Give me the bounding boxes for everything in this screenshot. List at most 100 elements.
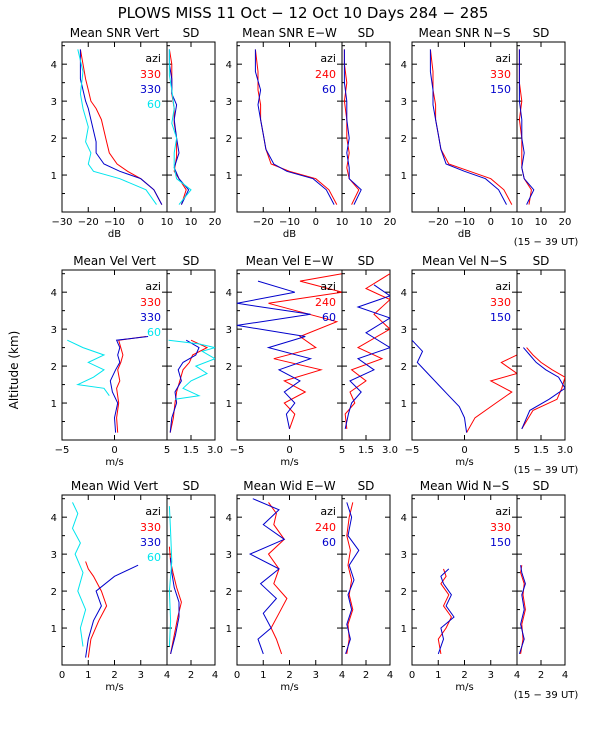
x-axis-unit: m/s (280, 682, 298, 693)
panel-title: SD (358, 479, 375, 493)
x-tick-label: 2 (188, 670, 194, 681)
y-tick-label: 4 (226, 288, 232, 299)
series-group (77, 49, 163, 205)
y-tick-label: 1 (51, 171, 57, 182)
x-tick-label: 0 (286, 445, 292, 456)
series-line-cyan (168, 49, 192, 205)
x-axis-unit: m/s (455, 457, 473, 468)
x-tick-label: −10 (454, 217, 475, 228)
panel-title: SD (358, 26, 375, 40)
legend-item: 60 (147, 326, 161, 339)
series-group (237, 273, 342, 430)
series-line-cyan (71, 502, 87, 647)
x-tick-label: 1 (260, 670, 266, 681)
legend-item: 330 (140, 68, 161, 81)
panel-vel-3: SD 1.5 3.0 (341, 254, 398, 456)
x-tick-label: −20 (78, 217, 99, 228)
panel-frame (516, 41, 566, 213)
x-axis-unit: dB (108, 229, 121, 240)
panel-wid-4: Mean Wid N−S 1 2 3 4 0 1 2 3 4 m/s azi 330 150 (401, 479, 521, 693)
series-line-blue (254, 49, 335, 205)
x-tick-label: 5 (164, 445, 170, 456)
x-tick-label: 2 (461, 670, 467, 681)
series-line-blue (343, 49, 362, 205)
series-line-cyan (67, 339, 110, 396)
y-tick-label: 1 (226, 171, 232, 182)
y-tick-label: 2 (51, 587, 57, 598)
panel-title: Mean SNR E−W (242, 26, 337, 40)
panel-title: Mean Vel N−S (422, 254, 507, 268)
x-tick-label: 2 (286, 670, 292, 681)
panel-snr-5: SD 10 20 (516, 26, 571, 228)
legend-heading: azi (495, 52, 511, 65)
series-line-red (85, 561, 108, 658)
y-tick-label: 4 (401, 288, 407, 299)
y-tick-label: 1 (401, 399, 407, 410)
series-line-blue (518, 565, 526, 655)
x-tick-label: 10 (360, 217, 373, 228)
x-tick-label: −5 (230, 445, 245, 456)
series-line-blue (169, 339, 200, 433)
panel-frame (166, 41, 216, 213)
series-line-red (518, 49, 532, 205)
series-line-blue (109, 336, 149, 433)
series-line-red (521, 347, 565, 430)
legend-item: 330 (140, 83, 161, 96)
series-group (521, 347, 565, 430)
x-tick-label: 1 (435, 670, 441, 681)
y-tick-label: 4 (401, 60, 407, 71)
x-tick-label: 5 (514, 445, 520, 456)
legend-item: 330 (140, 536, 161, 549)
series-line-red (343, 49, 360, 205)
y-tick-label: 3 (226, 325, 232, 336)
y-tick-label: 2 (51, 362, 57, 373)
series-line-red (344, 273, 390, 429)
panel-wid-2: Mean Wid E−W 1 2 3 4 0 1 2 3 4 m/s azi 240 60 (226, 479, 346, 693)
legend-heading: azi (145, 280, 161, 293)
legend-item: 330 (490, 296, 511, 309)
legend-heading: azi (320, 52, 336, 65)
legend-heading: azi (495, 505, 511, 518)
series-line-cyan (168, 506, 173, 647)
panel-title: Mean SNR Vert (70, 26, 160, 40)
panel-title: SD (533, 479, 550, 493)
x-tick-label: 3.0 (557, 445, 573, 456)
panel-title: Mean Wid N−S (420, 479, 510, 493)
x-tick-label: 0 (488, 217, 494, 228)
x-axis-unit: m/s (105, 457, 123, 468)
legend-item: 330 (140, 296, 161, 309)
series-line-red (268, 273, 342, 430)
y-tick-label: 2 (226, 134, 232, 145)
legend-item: 60 (147, 551, 161, 564)
x-tick-label: 10 (336, 217, 349, 228)
y-tick-label: 2 (226, 587, 232, 598)
y-tick-label: 4 (51, 513, 57, 524)
panel-title: SD (183, 479, 200, 493)
series-line-blue (437, 568, 455, 655)
legend-item: 60 (322, 311, 336, 324)
panel-frame (341, 269, 391, 441)
legend-item: 60 (322, 536, 336, 549)
series-line-blue (248, 498, 286, 655)
x-tick-label: 20 (209, 217, 222, 228)
x-tick-label: 3.0 (207, 445, 223, 456)
panel-wid-5: SD 2 4 (516, 479, 568, 681)
y-tick-label: 1 (51, 399, 57, 410)
x-tick-label: 0 (234, 670, 240, 681)
series-line-blue (79, 49, 163, 205)
x-tick-label: 1.5 (183, 445, 199, 456)
panel-vel-4: Mean Vel N−S 1 2 3 4 −5 0 5 m/s azi 330 150 (401, 254, 521, 468)
legend-item: 150 (490, 311, 511, 324)
legend-heading: azi (320, 280, 336, 293)
x-tick-label: 1 (85, 670, 91, 681)
legend-heading: azi (495, 280, 511, 293)
x-tick-label: 2 (111, 670, 117, 681)
series-group (248, 498, 288, 655)
panel-wid-1: SD 2 4 (166, 479, 218, 681)
x-tick-label: 0 (409, 670, 415, 681)
y-tick-label: 1 (401, 624, 407, 635)
x-tick-label: 3 (488, 670, 494, 681)
series-line-blue (412, 339, 468, 433)
legend-item: 240 (315, 521, 336, 534)
